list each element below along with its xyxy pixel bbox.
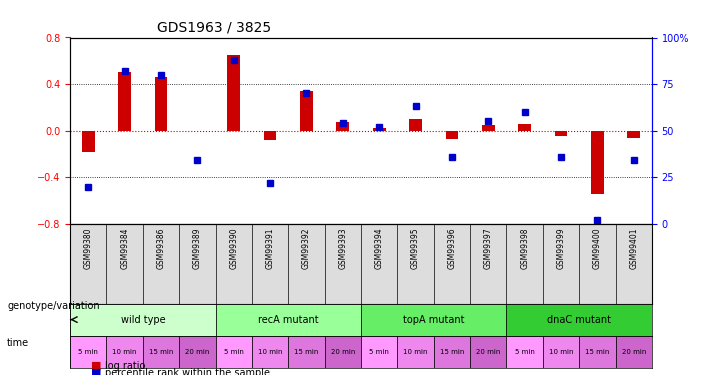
Text: 10 min: 10 min (549, 348, 573, 354)
Text: genotype/variation: genotype/variation (7, 301, 100, 310)
Bar (482, 125, 495, 130)
Text: GDS1963 / 3825: GDS1963 / 3825 (158, 21, 271, 35)
Text: GSM99393: GSM99393 (339, 228, 347, 269)
FancyBboxPatch shape (70, 336, 107, 368)
Text: GSM99386: GSM99386 (156, 228, 165, 269)
Text: topA mutant: topA mutant (403, 315, 465, 325)
FancyBboxPatch shape (143, 336, 179, 368)
Bar (118, 72, 131, 130)
FancyBboxPatch shape (288, 336, 325, 368)
FancyBboxPatch shape (179, 336, 216, 368)
Text: 5 min: 5 min (79, 348, 98, 354)
Text: GSM99394: GSM99394 (375, 228, 383, 269)
Bar (627, 130, 640, 138)
Bar (264, 130, 276, 140)
FancyBboxPatch shape (434, 336, 470, 368)
Text: 20 min: 20 min (476, 348, 501, 354)
Text: GSM99398: GSM99398 (520, 228, 529, 269)
Text: ■: ■ (91, 361, 102, 370)
FancyBboxPatch shape (325, 336, 361, 368)
Text: GSM99392: GSM99392 (302, 228, 311, 269)
Bar (336, 123, 349, 130)
FancyBboxPatch shape (361, 336, 397, 368)
FancyBboxPatch shape (70, 304, 216, 336)
Text: 5 min: 5 min (369, 348, 389, 354)
Text: 5 min: 5 min (515, 348, 535, 354)
Bar (409, 119, 422, 130)
Bar (373, 128, 386, 130)
Text: 10 min: 10 min (112, 348, 137, 354)
Text: 15 min: 15 min (585, 348, 610, 354)
Text: 20 min: 20 min (622, 348, 646, 354)
FancyBboxPatch shape (216, 304, 361, 336)
FancyBboxPatch shape (543, 336, 579, 368)
Text: 10 min: 10 min (403, 348, 428, 354)
Text: GSM99380: GSM99380 (84, 228, 93, 269)
Text: 5 min: 5 min (224, 348, 244, 354)
Text: GSM99400: GSM99400 (593, 228, 602, 269)
FancyBboxPatch shape (506, 304, 652, 336)
Text: wild type: wild type (121, 315, 165, 325)
FancyBboxPatch shape (216, 336, 252, 368)
Text: GSM99390: GSM99390 (229, 228, 238, 269)
Text: 10 min: 10 min (258, 348, 283, 354)
Bar (155, 77, 168, 130)
FancyBboxPatch shape (107, 336, 143, 368)
Text: log ratio: log ratio (105, 361, 146, 370)
Text: GSM99399: GSM99399 (557, 228, 566, 269)
Text: GSM99396: GSM99396 (447, 228, 456, 269)
Text: GSM99401: GSM99401 (629, 228, 638, 269)
Text: GSM99384: GSM99384 (120, 228, 129, 269)
Text: 15 min: 15 min (294, 348, 319, 354)
Bar (227, 55, 240, 130)
Text: 15 min: 15 min (149, 348, 173, 354)
Text: recA mutant: recA mutant (258, 315, 318, 325)
Text: 20 min: 20 min (185, 348, 210, 354)
Text: 15 min: 15 min (440, 348, 464, 354)
Text: ■: ■ (91, 368, 102, 375)
FancyBboxPatch shape (470, 336, 506, 368)
FancyBboxPatch shape (579, 336, 615, 368)
FancyBboxPatch shape (252, 336, 288, 368)
Text: GSM99395: GSM99395 (411, 228, 420, 269)
FancyBboxPatch shape (361, 304, 506, 336)
Bar (591, 130, 604, 194)
Text: GSM99397: GSM99397 (484, 228, 493, 269)
Bar (518, 124, 531, 130)
Text: time: time (7, 338, 29, 348)
Text: dnaC mutant: dnaC mutant (547, 315, 611, 325)
Bar (446, 130, 458, 139)
Bar (300, 91, 313, 130)
FancyBboxPatch shape (506, 336, 543, 368)
FancyBboxPatch shape (615, 336, 652, 368)
Text: 20 min: 20 min (331, 348, 355, 354)
Text: percentile rank within the sample: percentile rank within the sample (105, 368, 270, 375)
Bar (82, 130, 95, 152)
FancyBboxPatch shape (397, 336, 434, 368)
Bar (554, 130, 567, 136)
Text: GSM99391: GSM99391 (266, 228, 275, 269)
Text: GSM99389: GSM99389 (193, 228, 202, 269)
